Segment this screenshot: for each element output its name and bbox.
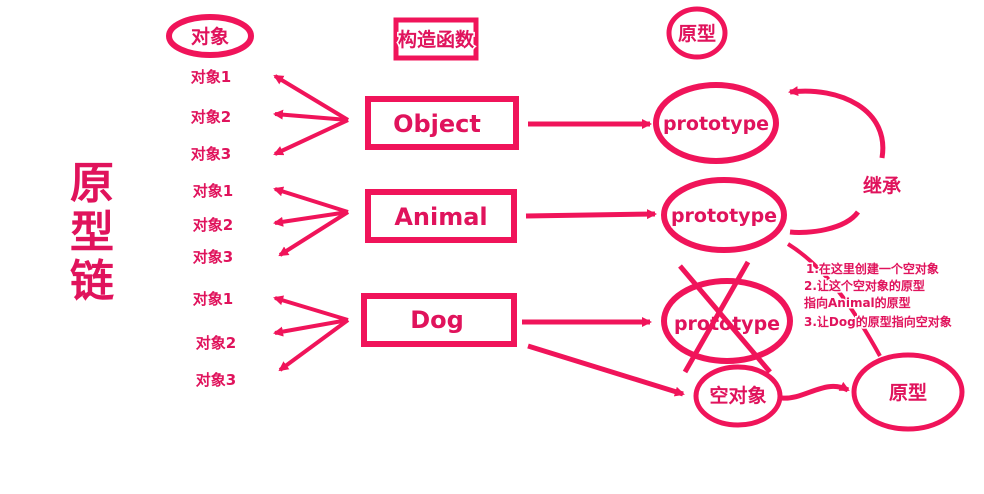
object-header-ellipse [166,14,254,58]
step-2b-text: 指向Animal的原型 [804,295,911,310]
prototype-arrows [522,119,685,397]
animal-prototype-arrow [525,209,657,220]
cross-out-line-2 [682,260,751,374]
constructor-boxes: Object Animal Dog [361,96,519,347]
animal-instance-2: 对象2 [193,216,233,234]
object-instance-1: 对象1 [191,68,231,86]
object-instance-3: 对象3 [191,145,231,163]
animal-to-instance-3-arrow [278,210,350,257]
constructor-header-label: 构造函数 [398,28,475,51]
proto-link-to-animal-curve [786,242,882,357]
empty-object-to-proto-arrow [781,381,850,401]
animal-instance-3: 对象3 [193,248,233,266]
animal-constructor-label: Animal [394,203,487,231]
prototype-header-label: 原型 [678,22,716,45]
title-char-1: 原 [70,158,114,209]
object-to-instance-1-arrow [273,74,350,122]
dog-constructor-label: Dog [410,306,464,334]
dog-instance-3: 对象3 [196,371,236,389]
object-instances: 对象1 对象2 对象3 [189,67,232,165]
inherit-relation: 继承 [788,86,903,235]
object-instance-2: 对象2 [191,108,231,126]
dog-to-instance-3-arrow [278,318,350,372]
empty-object-label: 空对象 [709,384,766,407]
steps-notes: 1.在这里创建一个空对象 2.让这个空对象的原型 指向Animal的原型 3.让… [803,260,954,331]
inherit-tail-curve [789,210,861,235]
title-char-2: 型 [70,207,114,258]
dog-prototype-ellipse [661,278,793,364]
object-to-instance-3-arrow [273,118,349,156]
animal-constructor-box [365,189,517,243]
dog-constructor-box [361,293,517,347]
prototype-header-ellipse [666,6,728,60]
object-prototype-ellipse [653,82,779,164]
empty-object-chain: 空对象 原型 [693,242,965,432]
dog-to-instance-2-arrow [273,318,349,337]
animal-instances: 对象1 对象2 对象3 [191,181,234,268]
animal-instance-1: 对象1 [193,182,233,200]
dog-to-instance-1-arrow [273,295,349,322]
object-constructor-label: Object [393,110,481,138]
inherit-arrow [788,86,886,159]
constructor-header-box [393,17,479,61]
step-2-text: 2.让这个空对象的原型 [804,278,925,293]
title-char-3: 链 [70,256,114,307]
animal-prototype-ellipse [661,177,787,253]
instance-arrows [273,74,350,372]
step-1-text: 1.在这里创建一个空对象 [806,261,939,276]
animal-to-instance-2-arrow [273,210,349,227]
prototype-nodes: prototype prototype prototype [653,82,793,374]
dog-instances: 对象1 对象2 对象3 [191,289,237,391]
diagram-title: 原 型 链 [69,157,116,309]
animal-to-instance-1-arrow [273,186,349,214]
step-3-text: 3.让Dog的原型指向空对象 [804,314,952,329]
object-header-label: 对象 [191,25,229,48]
inherit-label: 继承 [863,174,901,197]
dog-instance-1: 对象1 [193,290,233,308]
cross-out-line-1 [678,264,772,374]
dog-to-empty-object-arrow [527,343,685,397]
empty-object-proto-ellipse [851,352,965,432]
empty-object-ellipse [693,364,783,428]
object-prototype-label: prototype [663,113,769,135]
object-to-instance-2-arrow [273,109,349,122]
dog-instance-2: 对象2 [196,334,236,352]
empty-object-proto-label: 原型 [889,381,927,404]
column-headers: 对象 构造函数 原型 [166,6,728,61]
object-constructor-box [365,96,519,150]
animal-prototype-label: prototype [671,205,777,227]
